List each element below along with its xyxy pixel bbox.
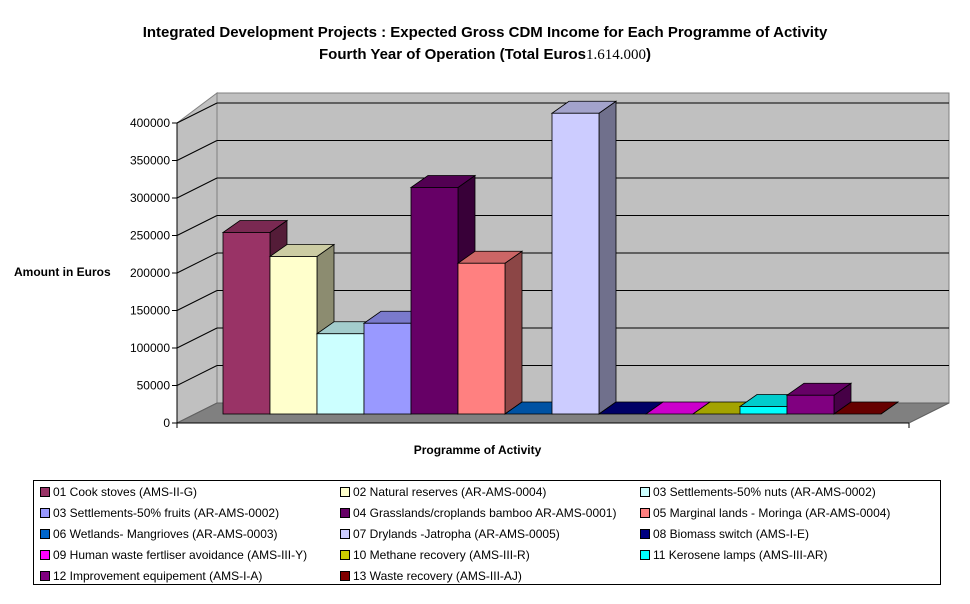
legend-swatch [340,571,350,581]
bar-front [457,262,506,415]
y-tick-label: 50000 [137,379,171,393]
legend-swatch [340,550,350,560]
legend-label: 12 Improvement equipement (AMS-I-A) [53,569,263,583]
legend-swatch [40,571,50,581]
side-wall [176,92,218,424]
gridline-side [176,102,218,124]
bar-13 [785,382,853,415]
legend-item: 08 Biomass switch (AMS-I-E) [640,526,809,542]
legend-swatch [340,508,350,518]
bar-front [739,406,788,415]
legend-item: 07 Drylands -Jatropha (AR-AMS-0005) [340,526,560,542]
y-axis-label: Amount in Euros [14,265,111,279]
legend-item: 13 Waste recovery (AMS-III-AJ) [340,568,522,584]
legend-item: 10 Methane recovery (AMS-III-R) [340,547,530,563]
legend-item: 05 Marginal lands - Moringa (AR-AMS-0004… [640,505,890,521]
gridline-side [176,215,218,236]
y-tick-label: 300000 [130,191,170,205]
legend-swatch [40,550,50,560]
bar-front [316,333,365,415]
x-axis-label: Programme of Activity [413,443,542,457]
legend-label: 03 Settlements-50% fruits (AR-AMS-0002) [53,506,280,520]
y-tick-label: 400000 [130,116,170,130]
bar-front [363,322,412,415]
legend-item: 06 Wetlands- Mangrioves (AR-AMS-0003) [40,526,278,542]
legend-item: 09 Human waste fertliser avoidance (AMS-… [40,547,307,563]
bar-side [598,100,617,415]
y-tick-label: 200000 [130,266,170,280]
title-total-value: 1.614.000 [585,47,646,63]
gridline-side [176,252,218,274]
bar-14 [832,401,900,415]
bar-side [504,250,523,415]
y-tick-label: 350000 [130,154,170,168]
bar-6 [456,250,524,415]
legend-item: 03 Settlements-50% nuts (AR-AMS-0002) [640,484,876,500]
y-tick-label: 0 [163,416,170,430]
legend-label: 01 Cook stoves (AMS-II-G) [53,485,198,499]
bar-front [222,232,271,415]
legend-item: 03 Settlements-50% fruits (AR-AMS-0002) [40,505,279,521]
legend-item: 02 Natural reserves (AR-AMS-0004) [340,484,546,500]
legend-swatch [340,487,350,497]
legend-label: 04 Grasslands/croplands bamboo AR-AMS-00… [353,506,617,520]
legend-label: 02 Natural reserves (AR-AMS-0004) [353,485,547,499]
legend-item: 11 Kerosene lamps (AMS-III-AR) [640,547,828,563]
legend-label: 09 Human waste fertliser avoidance (AMS-… [53,548,308,562]
legend-item: 12 Improvement equipement (AMS-I-A) [40,568,262,584]
title-line2-suffix: ) [645,46,651,63]
legend-swatch [40,508,50,518]
legend: 01 Cook stoves (AMS-II-G) 02 Natural rese… [33,480,941,585]
legend-swatch [640,487,650,497]
legend-label: 11 Kerosene lamps (AMS-III-AR) [653,548,828,562]
legend-swatch [640,529,650,539]
bar-front [786,394,835,415]
legend-label: 13 Waste recovery (AMS-III-AJ) [353,569,522,583]
bar-front [551,112,600,415]
title-line2-prefix: Fourth Year of Operation (Total Euros [319,46,586,63]
gridline-side [176,140,218,161]
legend-label: 03 Settlements-50% nuts (AR-AMS-0002) [653,485,876,499]
legend-label: 05 Marginal lands - Moringa (AR-AMS-0004… [653,506,891,520]
bar-top [832,401,900,415]
bar-front [269,256,318,415]
legend-label: 07 Drylands -Jatropha (AR-AMS-0005) [353,527,560,541]
legend-label: 08 Biomass switch (AMS-I-E) [653,527,810,541]
chart-title-line2: Fourth Year of Operation (Total Euros1.6… [0,44,970,66]
legend-swatch [40,529,50,539]
gridline-side [176,177,218,199]
bar-8 [550,100,618,415]
bar-front [410,187,459,415]
gridline-side [176,327,218,349]
legend-swatch [340,529,350,539]
y-tick-label: 100000 [130,341,170,355]
legend-label: 06 Wetlands- Mangrioves (AR-AMS-0003) [53,527,278,541]
gridline-side [176,290,218,311]
legend-label: 10 Methane recovery (AMS-III-R) [353,548,530,562]
legend-swatch [40,487,50,497]
chart-title: Integrated Development Projects : Expect… [0,22,970,66]
chart-title-line1: Integrated Development Projects : Expect… [142,24,828,41]
legend-swatch [640,550,650,560]
legend-item: 04 Grasslands/croplands bamboo AR-AMS-00… [340,505,616,521]
y-tick-label: 250000 [130,229,170,243]
legend-item: 01 Cook stoves (AMS-II-G) [40,484,197,500]
gridline-side [176,365,218,386]
y-tick-label: 150000 [130,304,170,318]
legend-swatch [640,508,650,518]
